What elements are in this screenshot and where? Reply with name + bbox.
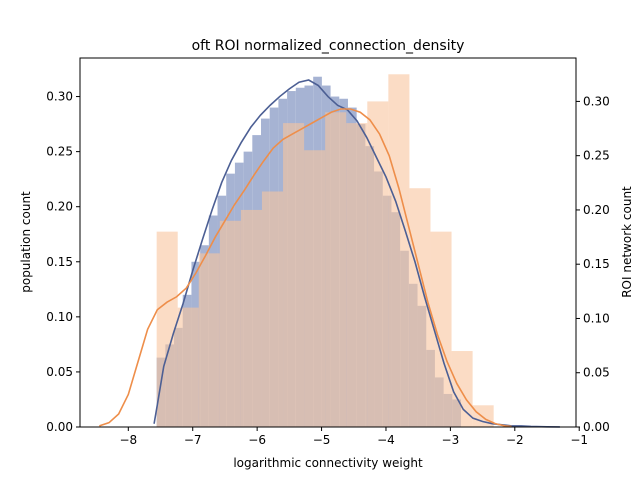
right-y-tick-label: 0.05 <box>583 366 610 380</box>
right-y-tick-label: 0.20 <box>583 203 610 217</box>
roi-network-hist-bar <box>177 307 199 427</box>
right-y-tick-label: 0.25 <box>583 149 610 163</box>
x-axis-label: logarithmic connectivity weight <box>233 456 423 470</box>
right-y-axis-ticks: 0.00 0.05 0.10 0.15 0.20 0.25 0.30 <box>576 94 610 434</box>
chart-title: oft ROI normalized_connection_density <box>192 38 465 54</box>
plot-frame <box>79 57 577 428</box>
roi-network-hist-bar <box>346 123 368 427</box>
roi-network-hist-bar <box>240 209 262 427</box>
roi-network-hist-bar <box>219 220 241 427</box>
roi-network-hist-bar <box>261 191 284 427</box>
roi-network-hist-bar <box>198 253 220 427</box>
left-y-tick-label: 0.15 <box>46 255 73 269</box>
roi-network-hist-bar <box>367 101 389 427</box>
roi-network-hist-bar <box>283 123 305 427</box>
x-tick-label: −4 <box>377 433 395 447</box>
x-tick-label: −6 <box>248 433 266 447</box>
roi-network-histogram <box>156 74 494 427</box>
right-y-tick-label: 0.15 <box>583 257 610 271</box>
x-tick-label: −8 <box>119 433 137 447</box>
x-tick-label: −5 <box>313 433 331 447</box>
right-y-tick-label: 0.00 <box>583 420 610 434</box>
roi-network-hist-bar <box>388 74 410 427</box>
left-y-tick-label: 0.10 <box>46 310 73 324</box>
x-tick-label: −2 <box>506 433 524 447</box>
right-y-tick-label: 0.30 <box>583 94 610 108</box>
left-y-tick-label: 0.20 <box>46 200 73 214</box>
left-y-tick-label: 0.05 <box>46 365 73 379</box>
left-y-tick-label: 0.00 <box>46 420 73 434</box>
right-y-axis-label: ROI network count <box>620 186 634 298</box>
x-axis-ticks: −8 −7 −6 −5 −4 −3 −2 −1 <box>119 427 588 447</box>
x-tick-label: −7 <box>184 433 202 447</box>
roi-network-hist-bar <box>472 405 494 427</box>
x-tick-label: −3 <box>442 433 460 447</box>
left-y-axis-label: population count <box>19 191 33 293</box>
roi-network-hist-bar <box>451 351 473 427</box>
roi-network-hist-bar <box>325 112 347 427</box>
right-y-tick-label: 0.10 <box>583 311 610 325</box>
kde-curves <box>99 79 560 428</box>
left-y-axis-ticks: 0.00 0.05 0.10 0.15 0.20 0.25 0.30 <box>46 90 80 434</box>
left-y-tick-label: 0.25 <box>46 145 73 159</box>
left-y-tick-label: 0.30 <box>46 90 73 104</box>
roi-network-hist-bar <box>430 231 452 427</box>
x-tick-label: −1 <box>570 433 588 447</box>
roi-network-kde-line <box>99 108 512 428</box>
roi-network-hist-bar <box>304 150 326 427</box>
